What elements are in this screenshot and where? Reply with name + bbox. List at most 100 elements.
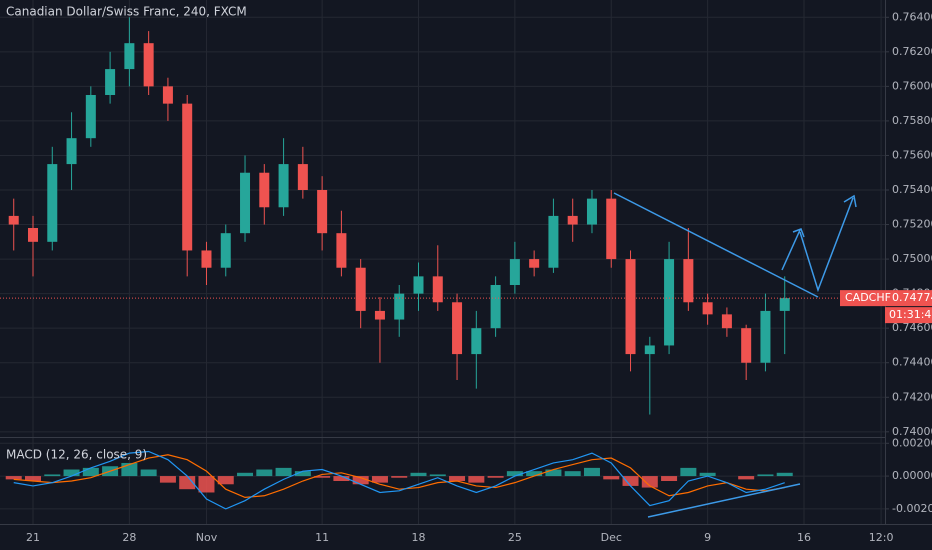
histogram-bar bbox=[526, 471, 543, 477]
candle-body bbox=[471, 328, 482, 355]
candle-body bbox=[317, 190, 328, 234]
candle-body bbox=[490, 285, 501, 329]
histogram-bar bbox=[198, 476, 215, 493]
macd-title: MACD (12, 26, close, 9) bbox=[6, 448, 147, 462]
candle-body bbox=[760, 310, 771, 363]
x-tick-label: 9 bbox=[704, 531, 711, 544]
histogram-bar bbox=[757, 474, 774, 477]
x-tick-label: 25 bbox=[508, 531, 522, 544]
histogram-bar bbox=[5, 476, 22, 480]
histogram-bar bbox=[603, 476, 620, 480]
histogram-bar bbox=[564, 471, 581, 477]
candle-body bbox=[664, 259, 675, 346]
histogram-bar bbox=[429, 474, 446, 477]
candle-body bbox=[606, 198, 617, 260]
x-tick-label: 21 bbox=[26, 531, 40, 544]
histogram-bar bbox=[371, 476, 388, 483]
y-tick-label: 0.00000 bbox=[892, 469, 932, 482]
histogram-bar bbox=[487, 476, 504, 478]
histogram-bar bbox=[159, 476, 176, 483]
candle-body bbox=[432, 276, 443, 303]
histogram-bar bbox=[506, 471, 523, 477]
histogram-bar bbox=[468, 476, 485, 483]
last-price-label: 0.74774 bbox=[892, 291, 932, 304]
arrow bbox=[799, 197, 854, 293]
x-tick-label: Nov bbox=[196, 531, 218, 544]
histogram-bar bbox=[63, 469, 80, 477]
histogram-bar bbox=[217, 476, 234, 485]
candle-body bbox=[548, 215, 559, 268]
symbol-label: CADCHF bbox=[845, 291, 891, 304]
candle-body bbox=[683, 259, 694, 303]
arrow bbox=[781, 229, 801, 271]
candle-body bbox=[220, 233, 231, 268]
x-tick-label: 16 bbox=[797, 531, 811, 544]
candle-body bbox=[66, 138, 77, 165]
chart-title: Canadian Dollar/Swiss Franc, 240, FXCM bbox=[6, 5, 247, 19]
histogram-bar bbox=[680, 467, 697, 477]
histogram-bar bbox=[140, 469, 157, 477]
candle-body bbox=[452, 302, 463, 355]
histogram-bar bbox=[641, 476, 658, 488]
candle-body bbox=[779, 298, 790, 311]
candle-body bbox=[47, 164, 58, 242]
trend-line bbox=[647, 483, 801, 518]
countdown-tag bbox=[885, 307, 932, 324]
histogram-bar bbox=[333, 476, 350, 481]
candle-body bbox=[162, 86, 173, 104]
histogram-bar bbox=[294, 471, 311, 477]
histogram-bar bbox=[661, 476, 678, 481]
histogram-bar bbox=[410, 472, 427, 477]
candle-body bbox=[278, 164, 289, 208]
candle-body bbox=[28, 228, 38, 242]
trend-line bbox=[613, 192, 819, 298]
candle-body bbox=[721, 314, 732, 329]
price-tag bbox=[840, 290, 932, 307]
histogram-bar bbox=[699, 472, 716, 477]
candle-body bbox=[625, 259, 636, 355]
candle-body bbox=[741, 328, 752, 363]
countdown-label: 01:31:41 bbox=[889, 308, 932, 321]
candle-body bbox=[374, 310, 385, 320]
candle-body bbox=[124, 43, 135, 70]
candle-body bbox=[413, 276, 424, 294]
histogram-bar bbox=[583, 467, 600, 477]
histogram-bar bbox=[82, 467, 99, 477]
arrow-head bbox=[792, 228, 805, 238]
candle-body bbox=[240, 172, 251, 234]
histogram-bar bbox=[449, 476, 466, 481]
candle-body bbox=[586, 198, 597, 225]
candle-body bbox=[702, 302, 713, 315]
histogram-bar bbox=[738, 476, 755, 480]
histogram-bar bbox=[314, 476, 331, 478]
candle-body bbox=[567, 215, 578, 225]
histogram-bar bbox=[622, 476, 639, 486]
candle-body bbox=[355, 267, 366, 311]
histogram-bar bbox=[179, 476, 196, 490]
candle-body bbox=[297, 164, 308, 190]
candle-body bbox=[182, 103, 193, 251]
x-tick-label: 12:0 bbox=[869, 531, 894, 544]
macd-line bbox=[13, 450, 785, 510]
candle-body bbox=[644, 345, 655, 355]
histogram-bar bbox=[237, 472, 254, 477]
candle-body bbox=[201, 250, 212, 268]
candle-body bbox=[509, 259, 520, 285]
x-tick-label: 28 bbox=[122, 531, 136, 544]
